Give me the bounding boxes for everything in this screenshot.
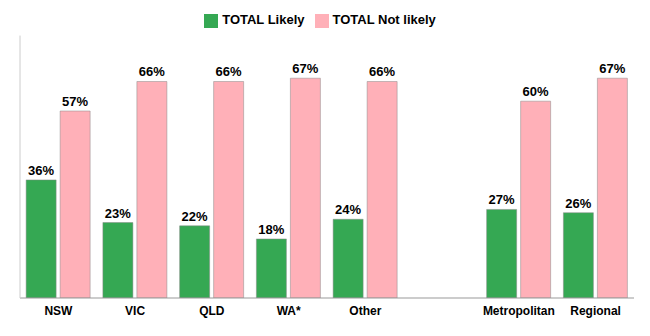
- html-text:TOTAL Likely: TOTAL Likely: [222, 12, 305, 27]
- svg-text:36%: 36%: [28, 163, 54, 178]
- svg-text:Regional: Regional: [570, 304, 621, 318]
- svg-text:WA*: WA*: [277, 304, 301, 318]
- svg-text:66%: 66%: [139, 64, 165, 79]
- svg-text:66%: 66%: [216, 64, 242, 79]
- html-text:TOTAL Not likely: TOTAL Not likely: [332, 12, 436, 27]
- svg-text:18%: 18%: [258, 222, 284, 237]
- svg-text:23%: 23%: [105, 206, 131, 221]
- svg-text:QLD: QLD: [199, 304, 225, 318]
- svg-text:26%: 26%: [565, 196, 591, 211]
- svg-text:Other: Other: [349, 304, 381, 318]
- svg-text:60%: 60%: [523, 84, 549, 99]
- svg-text:24%: 24%: [335, 202, 361, 217]
- svg-text:VIC: VIC: [125, 304, 145, 318]
- svg-text:67%: 67%: [599, 61, 625, 76]
- svg-text:22%: 22%: [182, 209, 208, 224]
- svg-text:57%: 57%: [62, 94, 88, 109]
- svg-text:27%: 27%: [489, 192, 515, 207]
- svg-text:Metropolitan: Metropolitan: [483, 304, 555, 318]
- svg-text:66%: 66%: [369, 64, 395, 79]
- svg-text:67%: 67%: [292, 61, 318, 76]
- svg-text:NSW: NSW: [44, 304, 73, 318]
